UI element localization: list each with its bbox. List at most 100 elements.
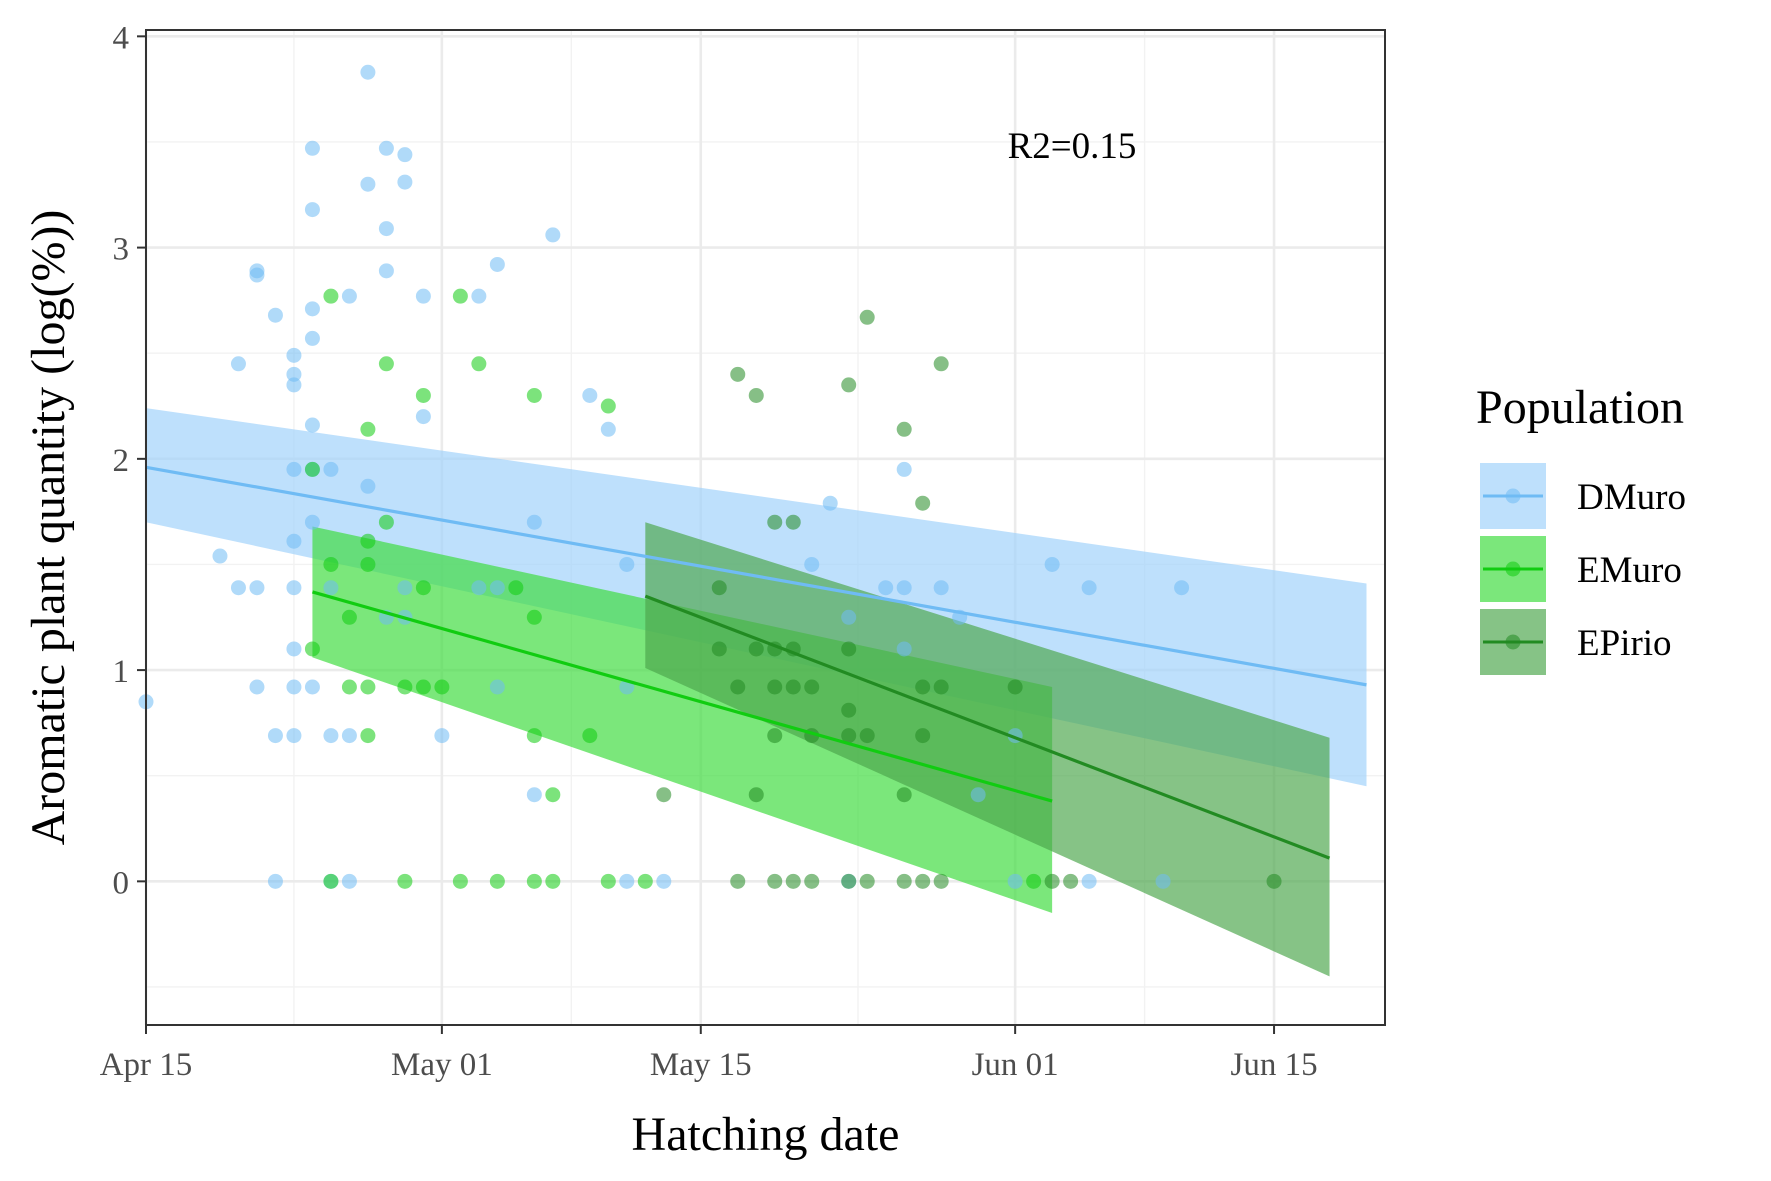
point-epirio <box>785 679 801 695</box>
point-emuro <box>471 356 487 372</box>
point-dmuro <box>286 347 302 363</box>
point-dmuro <box>489 679 505 695</box>
point-dmuro <box>933 580 949 596</box>
point-dmuro <box>286 580 302 596</box>
y-tick-label: 3 <box>113 232 130 268</box>
point-epirio <box>933 873 949 889</box>
point-epirio <box>804 679 820 695</box>
point-dmuro <box>267 728 283 744</box>
point-dmuro <box>378 221 394 237</box>
point-dmuro <box>841 609 857 625</box>
point-epirio <box>915 679 931 695</box>
point-dmuro <box>970 787 986 803</box>
point-dmuro <box>489 256 505 272</box>
point-dmuro <box>286 366 302 382</box>
point-epirio <box>711 580 727 596</box>
point-dmuro <box>286 377 302 393</box>
point-emuro <box>637 873 653 889</box>
point-epirio <box>841 873 857 889</box>
point-dmuro <box>286 679 302 695</box>
legend-title: Population <box>1476 381 1684 434</box>
point-dmuro <box>471 288 487 304</box>
legend-label-epirio: EPirio <box>1577 623 1672 664</box>
point-dmuro <box>304 330 320 346</box>
point-epirio <box>748 787 764 803</box>
point-emuro <box>360 556 376 572</box>
y-axis: 0 1 2 3 4 <box>113 20 146 901</box>
point-dmuro <box>471 580 487 596</box>
point-dmuro <box>1081 580 1097 596</box>
y-axis-title: Aromatic plant quantity (log(%)) <box>22 210 75 846</box>
point-epirio <box>656 787 672 803</box>
legend-point-emuro <box>1505 561 1521 577</box>
point-dmuro <box>341 728 357 744</box>
point-epirio <box>785 873 801 889</box>
y-tick-label: 1 <box>113 654 130 690</box>
point-dmuro <box>341 873 357 889</box>
point-epirio <box>767 514 783 530</box>
point-emuro <box>378 356 394 372</box>
legend-label-dmuro: DMuro <box>1577 477 1686 518</box>
point-epirio <box>933 356 949 372</box>
point-dmuro <box>304 140 320 156</box>
point-epirio <box>711 641 727 657</box>
point-epirio <box>896 873 912 889</box>
r2-annotation: R2=0.15 <box>1008 126 1137 167</box>
point-epirio <box>915 873 931 889</box>
x-tick-label: May 01 <box>391 1047 493 1083</box>
point-emuro <box>545 873 561 889</box>
point-dmuro <box>415 288 431 304</box>
point-emuro <box>360 679 376 695</box>
point-dmuro <box>212 548 228 564</box>
point-dmuro <box>878 580 894 596</box>
point-emuro <box>452 873 468 889</box>
point-dmuro <box>323 728 339 744</box>
point-emuro <box>434 679 450 695</box>
point-epirio <box>730 679 746 695</box>
fit-line-dmuro <box>145 465 1367 687</box>
point-dmuro <box>286 461 302 477</box>
fit-line-emuro <box>311 590 1053 803</box>
point-dmuro <box>378 263 394 279</box>
point-emuro <box>397 679 413 695</box>
fit-line-epirio <box>644 594 1331 860</box>
point-dmuro <box>896 580 912 596</box>
confidence-bands <box>146 408 1367 977</box>
point-epirio <box>1266 873 1282 889</box>
point-emuro <box>397 873 413 889</box>
point-dmuro <box>526 787 542 803</box>
point-dmuro <box>822 495 838 511</box>
legend-label-emuro: EMuro <box>1577 550 1682 591</box>
point-epirio <box>1044 873 1060 889</box>
x-tick-label: Apr 15 <box>100 1047 193 1083</box>
point-dmuro <box>489 580 505 596</box>
point-dmuro <box>286 728 302 744</box>
point-emuro <box>489 873 505 889</box>
point-emuro <box>415 387 431 403</box>
x-tick-label: Jun 15 <box>1230 1047 1317 1083</box>
point-emuro <box>360 728 376 744</box>
point-epirio <box>730 873 746 889</box>
point-emuro <box>526 387 542 403</box>
point-dmuro <box>582 387 598 403</box>
point-emuro <box>341 679 357 695</box>
point-emuro <box>545 787 561 803</box>
point-dmuro <box>600 421 616 437</box>
point-dmuro <box>230 580 246 596</box>
point-epirio <box>859 728 875 744</box>
point-epirio <box>767 728 783 744</box>
point-dmuro <box>230 356 246 372</box>
point-emuro <box>600 398 616 414</box>
point-dmuro <box>286 641 302 657</box>
point-dmuro <box>267 307 283 323</box>
point-epirio <box>730 366 746 382</box>
panel-border <box>145 29 1386 1026</box>
point-emuro <box>526 873 542 889</box>
point-emuro <box>323 288 339 304</box>
point-dmuro <box>1007 873 1023 889</box>
x-tick-label: Jun 01 <box>972 1047 1059 1083</box>
point-dmuro <box>249 679 265 695</box>
point-emuro <box>378 514 394 530</box>
legend: Population DMuro EMuro EPirio <box>1476 381 1686 675</box>
point-dmuro <box>415 409 431 425</box>
